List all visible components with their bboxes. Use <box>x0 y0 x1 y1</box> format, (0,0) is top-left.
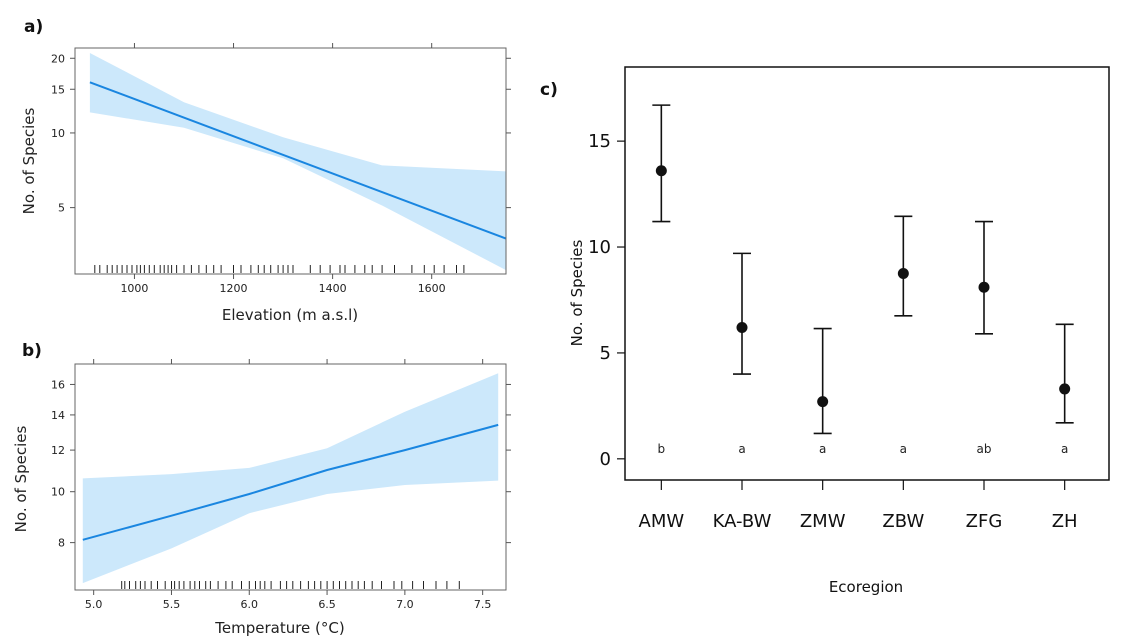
panel-c-mean-point <box>897 268 909 279</box>
panel-a-fit-line <box>89 81 507 240</box>
panel-a-x-tick-label: 1200 <box>220 282 248 295</box>
panel-b-label: b) <box>22 341 42 361</box>
panel-c-x-tick-label: ZFG <box>966 511 1003 532</box>
panel-b-plot-frame <box>74 363 507 591</box>
panel-b-y-axis-title: No. of Species <box>12 426 30 533</box>
panel-a-x-tick-label: 1400 <box>319 282 347 295</box>
panel-c-mean-point <box>978 281 990 293</box>
panel-b-x-tick-label: 6.5 <box>318 598 336 611</box>
panel-b-y-tick-label: 14 <box>51 409 65 422</box>
panel-c-significance-letter: ab <box>977 442 992 456</box>
panel-c-x-tick-label: KA-BW <box>713 511 772 532</box>
panel-a: a) 1000 1200 1400 1600 5 10 15 20 Elevation (m… <box>20 17 511 324</box>
panel-a-y-tick-label: 15 <box>51 83 65 96</box>
panel-b-confidence-band <box>82 373 499 584</box>
panel-b-fit-line <box>82 423 499 541</box>
panel-c-mean-point <box>736 322 748 334</box>
panel-b-x-tick-label: 5.5 <box>163 598 181 611</box>
panel-a-x-axis-title: Elevation (m a.s.l) <box>222 306 358 324</box>
panel-b-x-axis-title: Temperature (°C) <box>214 619 344 636</box>
panel-b-y-tick-label: 16 <box>51 378 65 391</box>
panel-c-mean-point <box>1059 383 1071 395</box>
panel-c-significance-letter: b <box>658 442 666 456</box>
panel-a-plot-frame <box>74 47 507 275</box>
panel-c-y-axis-title: No. of Species <box>568 240 586 347</box>
panel-c-x-tick-label: ZH <box>1052 511 1078 532</box>
panel-a-x-tick-label: 1000 <box>120 282 148 295</box>
panel-c-y-tick-label: 5 <box>600 343 611 364</box>
panel-b-x-tick-label: 6.0 <box>241 598 259 611</box>
panel-a-label: a) <box>24 17 43 37</box>
panel-c-plot-frame <box>624 66 1110 481</box>
panel-a-y-tick-label: 20 <box>51 52 65 65</box>
panel-c: c) 0 5 10 15 AMW KA-BW ZMW ZBW ZFG ZH b a a a ab a Ec… <box>540 66 1110 596</box>
panel-c-x-tick-label: AMW <box>639 511 685 532</box>
panel-b-x-tick-label: 7.5 <box>474 598 492 611</box>
panel-c-mean-point <box>817 396 829 408</box>
panel-c-x-tick-label: ZBW <box>882 511 924 532</box>
panel-b-x-tick-label: 7.0 <box>396 598 414 611</box>
panel-a-y-tick-label: 5 <box>58 202 65 215</box>
panel-c-x-axis-title: Ecoregion <box>829 578 903 596</box>
panel-c-significance-letter: a <box>738 442 745 456</box>
panel-c-significance-letter: a <box>1061 442 1068 456</box>
panel-c-significance-letter: a <box>819 442 826 456</box>
panel-a-confidence-band <box>89 53 507 271</box>
panel-b-y-tick-label: 12 <box>51 444 65 457</box>
panel-c-significance-letter: a <box>900 442 907 456</box>
panel-c-y-tick-label: 15 <box>588 131 611 152</box>
panel-a-y-tick-label: 10 <box>51 127 65 140</box>
panel-c-y-tick-label: 0 <box>600 449 611 470</box>
panel-a-y-axis-title: No. of Species <box>20 108 38 215</box>
panel-b-y-tick-label: 8 <box>58 537 65 550</box>
panel-b-x-tick-label: 5.0 <box>85 598 103 611</box>
panel-c-mean-point <box>655 165 667 177</box>
panel-c-y-tick-label: 10 <box>588 237 611 258</box>
panel-c-x-tick-label: ZMW <box>800 511 846 532</box>
panel-c-label: c) <box>540 80 558 100</box>
panel-a-x-tick-label: 1600 <box>418 282 446 295</box>
panel-b-y-tick-label: 10 <box>51 486 65 499</box>
panel-b: b) 5.0 5.5 6.0 6.5 7.0 7.5 8 10 12 14 16 Temperat… <box>12 341 511 636</box>
